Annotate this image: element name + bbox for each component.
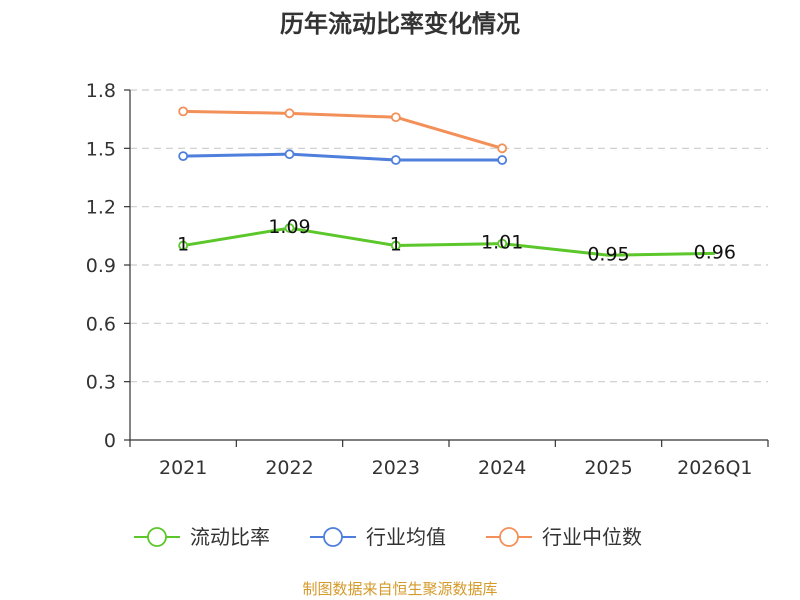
legend-label: 行业均值	[366, 525, 446, 549]
y-tick-label: 0.3	[86, 372, 116, 394]
data-point	[284, 223, 295, 233]
chart-title: 历年流动比率变化情况	[280, 10, 520, 38]
legend-item: 行业均值	[310, 525, 446, 549]
y-tick-label: 0.6	[86, 313, 116, 335]
data-point	[284, 108, 295, 119]
series-line	[183, 152, 503, 162]
series-line	[183, 109, 503, 150]
source-note: 制图数据来自恒生聚源数据库	[302, 580, 497, 598]
data-label: 1	[177, 234, 189, 256]
x-tick-label: 2026Q1	[677, 457, 752, 479]
data-point	[390, 155, 401, 165]
data-point	[497, 143, 508, 154]
legend-item: 流动比率	[134, 525, 270, 549]
x-tick-label: 2024	[478, 457, 526, 479]
data-label: 0.96	[694, 241, 736, 263]
data-point	[178, 106, 189, 117]
data-label: 1.09	[268, 216, 310, 238]
y-tick-label: 0.9	[86, 255, 116, 277]
data-point	[390, 112, 401, 123]
data-label: 0.95	[587, 243, 629, 265]
x-tick-label: 2021	[159, 457, 207, 479]
y-tick-label: 1.5	[86, 138, 116, 160]
series-group	[178, 106, 715, 257]
x-tick-label: 2023	[372, 457, 420, 479]
data-label: 1.01	[481, 232, 523, 254]
data-point	[497, 155, 508, 165]
series-line	[182, 226, 715, 257]
legend: 流动比率 行业均值 行业中位数	[134, 525, 642, 549]
data-label: 1	[390, 234, 402, 256]
y-tick-label: 0	[104, 430, 116, 452]
axes: 0 0.3 0.6 0.9 1.2 1.5 1.8 2021 2022 2023 2024 2025 2…	[86, 80, 769, 479]
legend-marker	[499, 527, 519, 547]
legend-marker	[147, 527, 167, 547]
data-point	[497, 238, 508, 249]
data-labels: 1 1.09 1 1.01 0.95 0.96	[177, 216, 736, 265]
data-point	[284, 149, 295, 160]
legend-item: 行业中位数	[486, 525, 642, 549]
legend-label: 流动比率	[190, 525, 270, 549]
legend-marker	[323, 527, 343, 547]
grid-lines	[130, 89, 768, 383]
data-point	[390, 240, 401, 251]
data-point	[178, 240, 189, 251]
y-tick-label: 1.2	[86, 197, 116, 219]
data-point	[178, 151, 189, 162]
x-tick-label: 2022	[265, 457, 313, 479]
legend-label: 行业中位数	[542, 525, 642, 549]
y-tick-label: 1.8	[86, 80, 116, 102]
x-tick-label: 2025	[584, 457, 632, 479]
